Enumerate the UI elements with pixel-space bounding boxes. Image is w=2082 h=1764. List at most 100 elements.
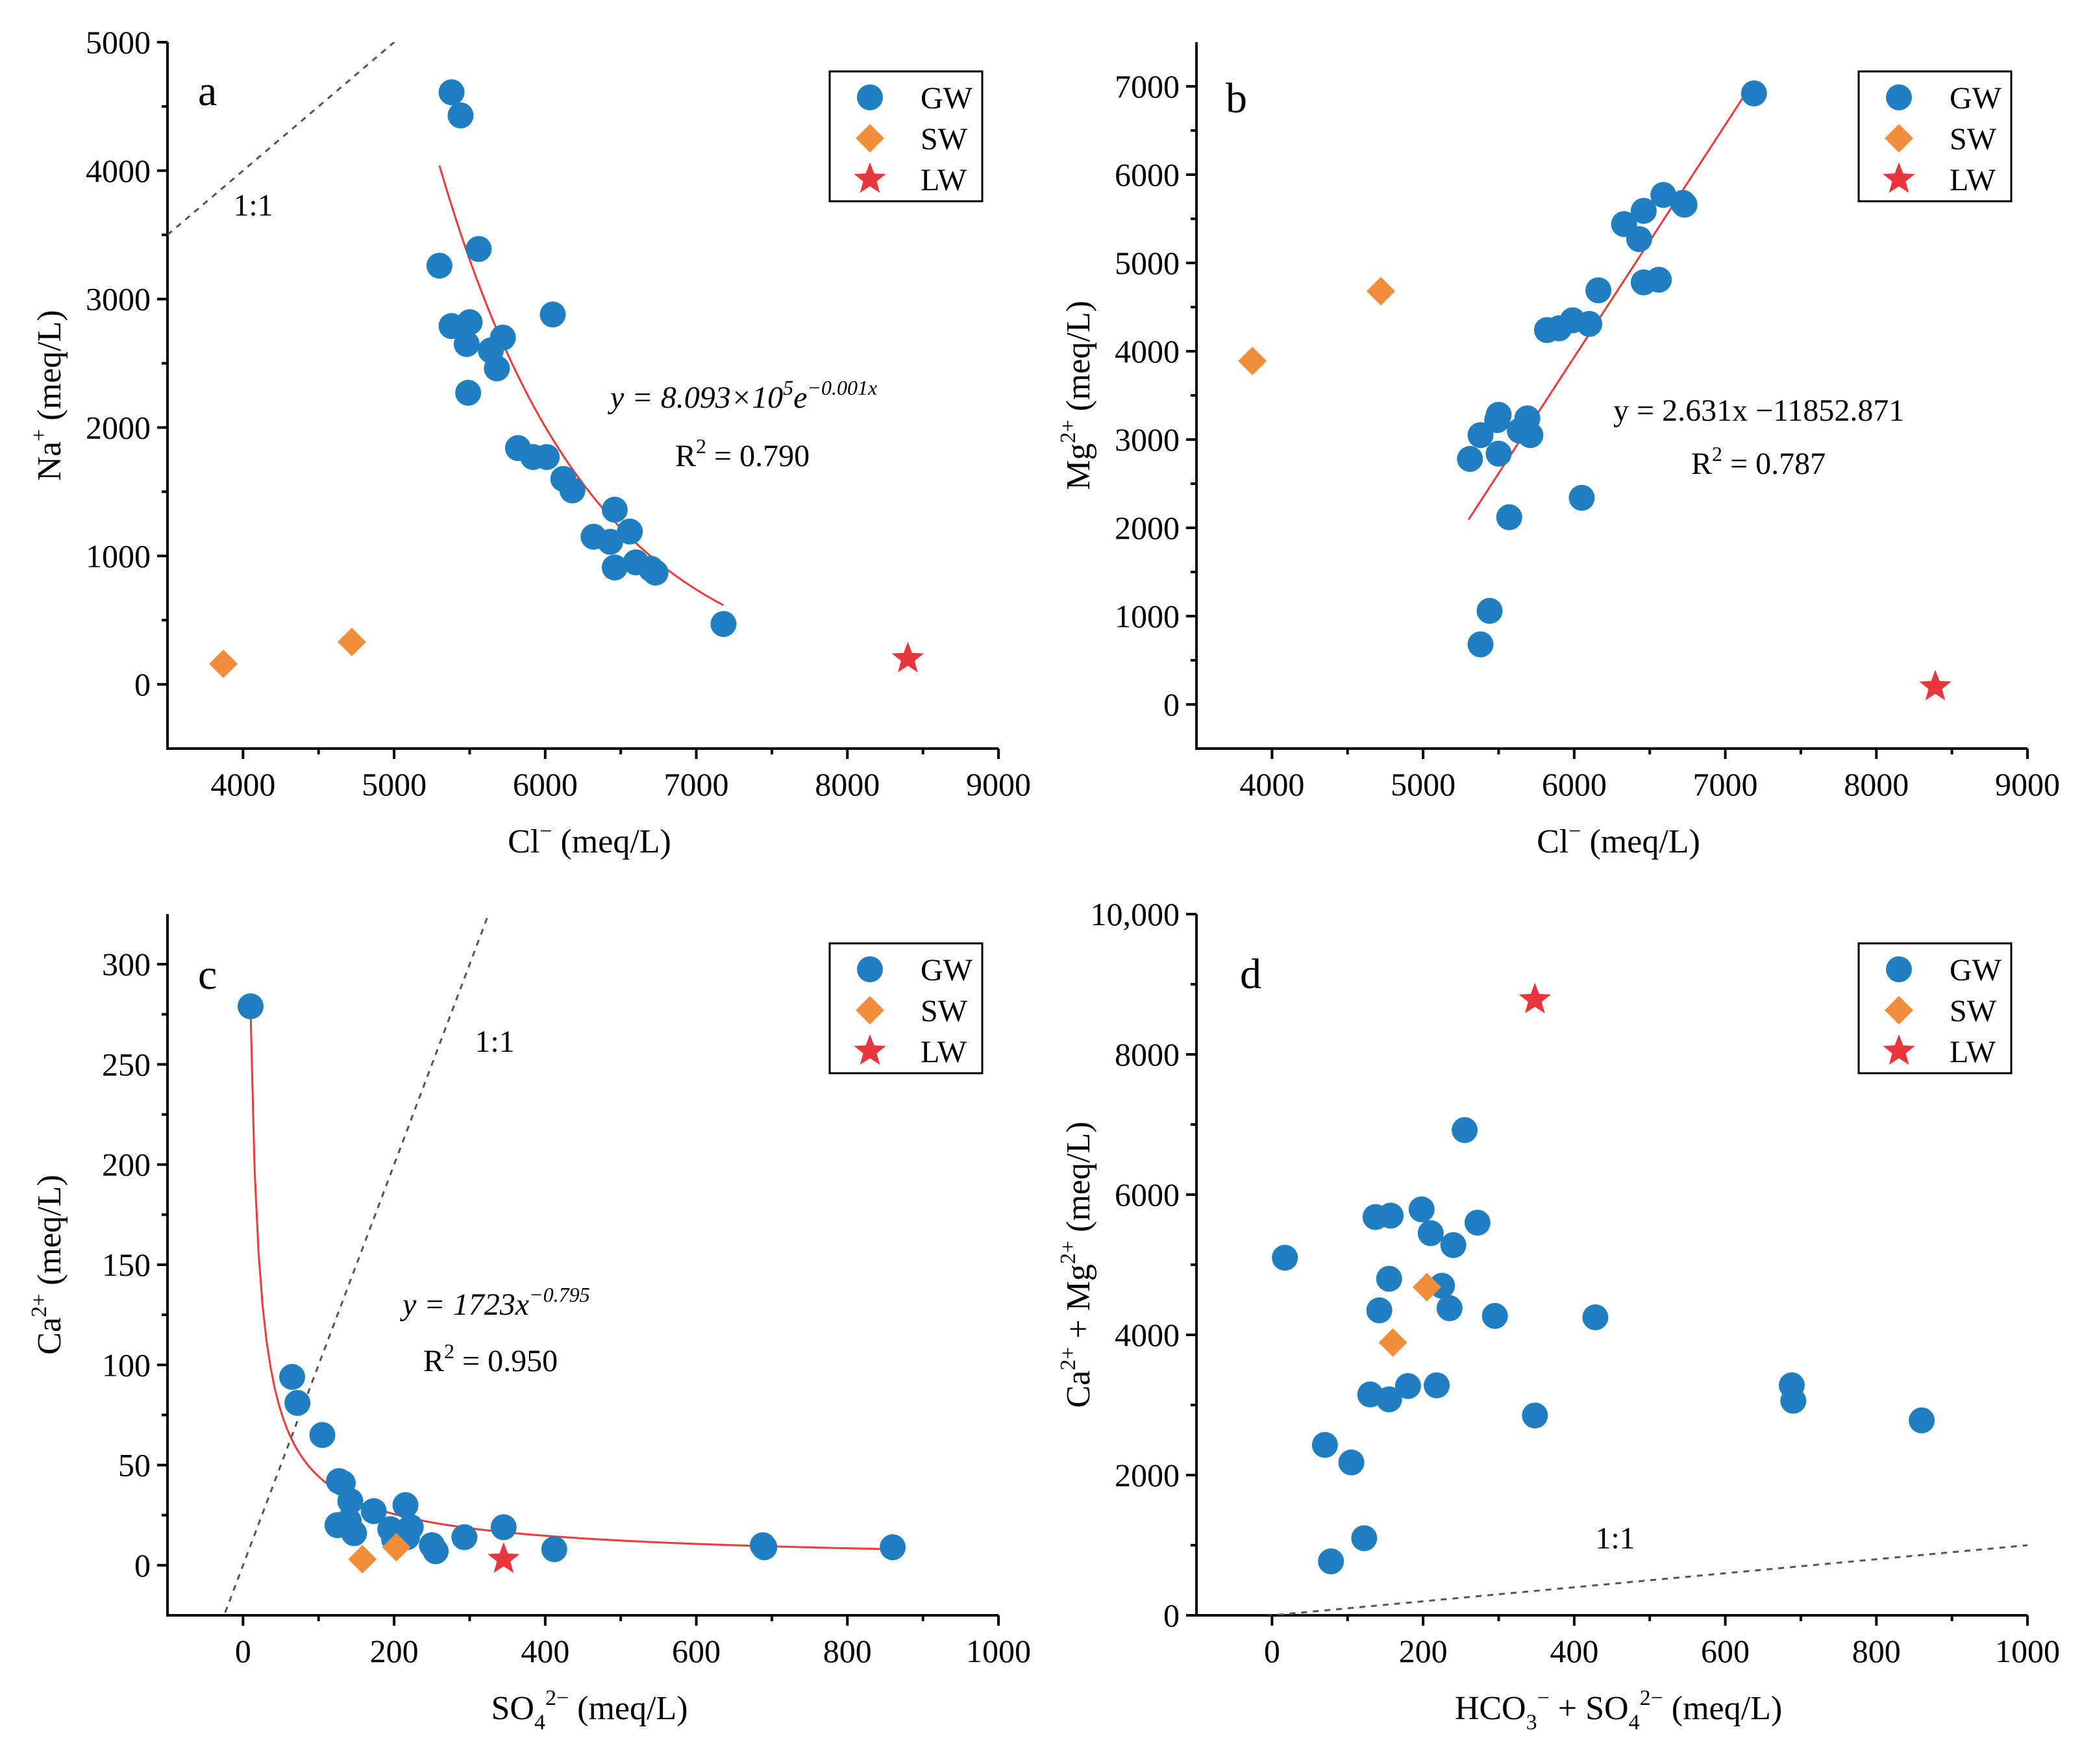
point-gw xyxy=(1376,1265,1402,1292)
point-gw xyxy=(1394,1373,1421,1399)
x-axis-label: SO42− (meq/L) xyxy=(491,1686,688,1734)
y-tick-label: 3000 xyxy=(1115,421,1180,458)
x-tick-label: 200 xyxy=(1399,1633,1448,1669)
r-squared: R2 = 0.950 xyxy=(423,1339,558,1378)
point-gw xyxy=(1376,1386,1402,1413)
point-gw xyxy=(1909,1407,1935,1434)
point-gw xyxy=(341,1520,367,1547)
legend-box xyxy=(1857,70,2013,203)
legend-marker-gw xyxy=(1886,84,1912,110)
x-tick-label: 0 xyxy=(1264,1633,1280,1669)
x-tick-label: 0 xyxy=(235,1633,251,1669)
one-to-one-label: 1:1 xyxy=(233,188,273,223)
point-gw xyxy=(1408,1196,1435,1223)
legend-marker-gw xyxy=(1886,956,1912,982)
point-sw xyxy=(337,627,366,656)
legend-marker-sw xyxy=(1885,124,1913,153)
point-gw xyxy=(1366,1297,1393,1324)
legend-marker-lw xyxy=(854,1034,886,1065)
y-tick-label: 50 xyxy=(118,1447,151,1484)
legend-marker-lw xyxy=(854,162,886,193)
legend-marker-lw xyxy=(1883,1034,1915,1065)
legend-marker-sw xyxy=(856,124,884,153)
legend-label-sw: SW xyxy=(921,994,968,1028)
panel-a: 4000 5000 6000 7000 8000 9000 0 1000 2000 3000 400… xyxy=(27,24,1031,860)
axes-frame xyxy=(1195,42,2027,750)
panel-b: 4000 5000 6000 7000 8000 9000 0 1000 2000 3000 400… xyxy=(1056,42,2060,860)
point-gw xyxy=(309,1422,336,1448)
point-gw xyxy=(484,355,510,382)
point-gw xyxy=(451,1524,478,1550)
x-tick-label: 8000 xyxy=(815,766,880,802)
point-gw xyxy=(1522,1402,1548,1429)
x-tick-label: 4000 xyxy=(1239,766,1304,802)
y-tick-label: 4000 xyxy=(1115,333,1180,369)
point-gw xyxy=(1436,1295,1463,1321)
panel-c: 0 200 400 600 800 1000 0 50 100 150 200 250 300 SO42−… xyxy=(27,914,1031,1735)
x-tick-label: 8000 xyxy=(1844,766,1909,802)
x-tick-label: 400 xyxy=(1550,1633,1598,1669)
legend-label-gw: GW xyxy=(1950,953,2002,988)
y-tick-label: 0 xyxy=(1163,686,1180,723)
x-tick-label: 800 xyxy=(1852,1633,1901,1669)
point-gw xyxy=(1311,1432,1338,1458)
point-gw xyxy=(1576,310,1603,337)
plot-area xyxy=(223,914,906,1615)
y-axis-label: Mg2+ (meq/L) xyxy=(1056,301,1097,490)
x-tick-label: 5000 xyxy=(362,766,427,802)
point-gw xyxy=(601,554,628,581)
point-sw xyxy=(348,1545,377,1574)
x-axis-label: Cl− (meq/L) xyxy=(1537,819,1700,860)
point-gw xyxy=(597,528,623,555)
legend-marker-sw xyxy=(856,996,884,1025)
point-sw xyxy=(1238,346,1267,375)
point-gw xyxy=(1452,1117,1478,1143)
y-tick-label: 0 xyxy=(134,666,151,702)
fit-equation: y = 1723x−0.795 xyxy=(399,1283,590,1322)
point-lw xyxy=(1919,669,1952,701)
point-gw xyxy=(1650,182,1677,208)
point-gw xyxy=(1568,484,1595,511)
point-gw xyxy=(1780,1387,1807,1414)
x-tick-label: 1000 xyxy=(966,1633,1031,1669)
point-gw xyxy=(279,1363,305,1390)
x-tick-label: 4000 xyxy=(210,766,275,802)
x-tick-label: 6000 xyxy=(1542,766,1607,802)
y-tick-label: 5000 xyxy=(1115,245,1180,281)
point-gw xyxy=(1351,1525,1378,1552)
legend-marker-gw xyxy=(857,84,883,110)
point-gw xyxy=(1378,1202,1404,1229)
legend-label-lw: LW xyxy=(921,163,967,197)
point-gw xyxy=(1417,1220,1444,1247)
x-tick-label: 9000 xyxy=(966,766,1031,802)
point-gw xyxy=(880,1534,906,1561)
point-gw xyxy=(1272,1245,1298,1271)
fit-equation: y = 2.631x −11852.871 xyxy=(1613,393,1904,428)
point-gw xyxy=(539,301,566,328)
series-lw xyxy=(1919,669,1952,701)
y-tick-label: 2000 xyxy=(1115,1457,1180,1493)
y-axis-label: Ca2+ (meq/L) xyxy=(27,1174,68,1354)
point-gw xyxy=(426,253,452,279)
x-tick-label: 9000 xyxy=(1995,766,2060,802)
fit-equation: y = 8.093×105e−0.001x xyxy=(607,376,877,415)
legend: GW SW LW xyxy=(1857,70,2013,203)
point-gw xyxy=(423,1538,449,1565)
legend-label-sw: SW xyxy=(921,122,968,156)
legend-label-gw: GW xyxy=(1950,81,2002,116)
one-to-one-line xyxy=(223,914,490,1615)
series-lw xyxy=(488,1542,520,1573)
point-gw xyxy=(1496,504,1522,530)
point-gw xyxy=(1485,440,1512,467)
series-gw xyxy=(1272,1117,1935,1574)
point-gw xyxy=(1517,422,1544,449)
panel-letter: c xyxy=(198,951,217,999)
point-gw xyxy=(465,236,492,262)
r-squared: R2 = 0.787 xyxy=(1691,442,1826,481)
legend-label-sw: SW xyxy=(1950,122,1997,156)
y-tick-label: 8000 xyxy=(1115,1036,1180,1073)
y-tick-label: 0 xyxy=(134,1547,151,1584)
x-axis-label: HCO3− + SO42− (meq/L) xyxy=(1455,1686,1782,1734)
y-tick-label: 2000 xyxy=(86,409,151,445)
point-gw xyxy=(238,993,264,1019)
